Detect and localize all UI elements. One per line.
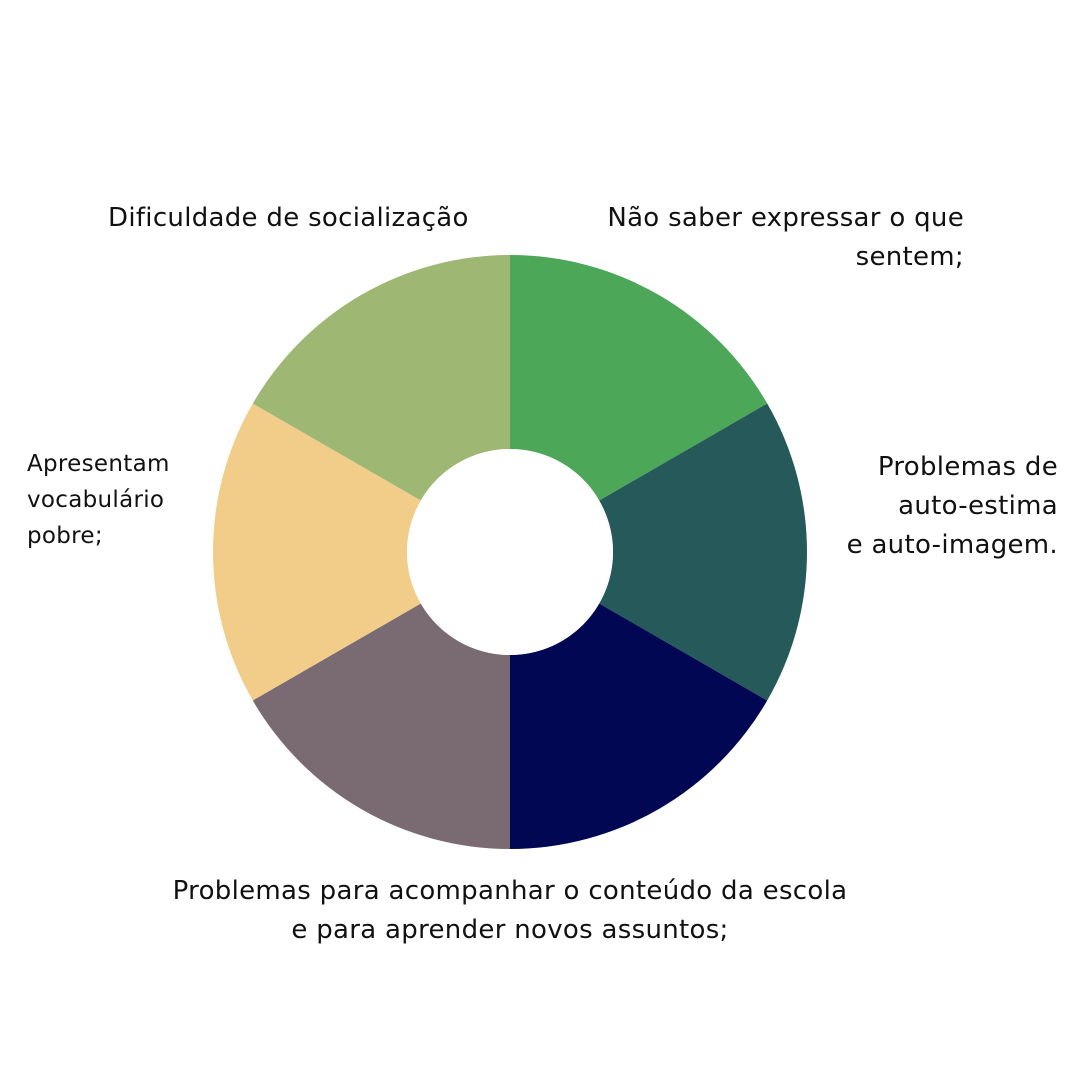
donut-segment-mauve — [252, 603, 510, 849]
donut-segment-green — [510, 255, 768, 501]
donut-segment-teal — [599, 403, 807, 701]
label-social-difficulty: Dificuldade de socialização — [108, 203, 469, 233]
label-poor-vocabulary: Apresentam vocabulário pobre; — [27, 451, 170, 549]
donut-center-hole — [407, 449, 613, 655]
donut-segment-sand — [212, 403, 421, 701]
label-express-feelings: Não saber expressar o que sentem; — [607, 203, 964, 272]
donut-segment-sage — [252, 255, 510, 501]
label-school-content: Problemas para acompanhar o conteúdo da … — [172, 876, 848, 945]
donut-segments — [212, 255, 807, 849]
label-self-esteem: Problemas de auto-estima e auto-imagem. — [846, 452, 1058, 560]
donut-segment-navy — [510, 603, 768, 849]
